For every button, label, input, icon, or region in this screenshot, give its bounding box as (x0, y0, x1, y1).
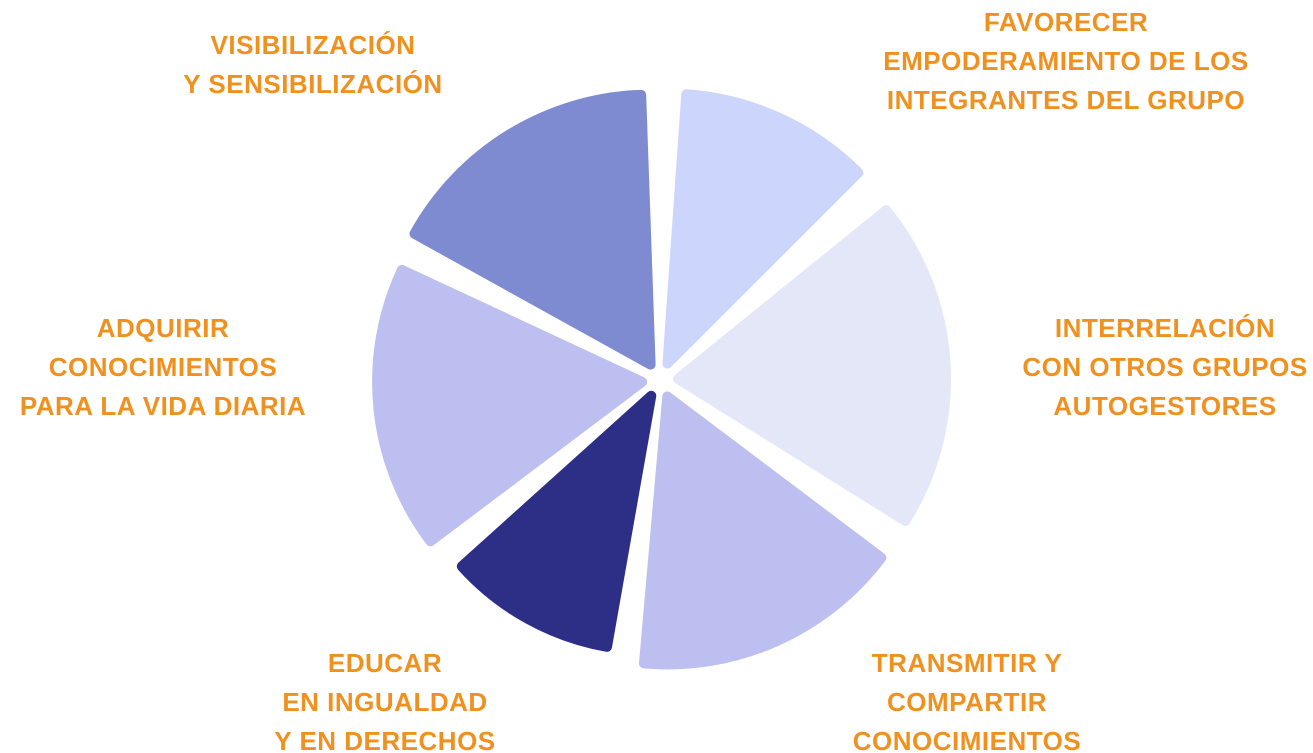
label-line: PARA LA VIDA DIARIA (20, 391, 306, 421)
segment (409, 89, 656, 370)
segment-label: ADQUIRIR CONOCIMIENTOS PARA LA VIDA DIARIA (20, 313, 306, 421)
segment-label: FAVORECER EMPODERAMIENTO DE LOS INTEGRANTE… (883, 7, 1248, 115)
label-line: Y EN DERECHOS (274, 726, 495, 753)
label-line: CONOCIMIENTOS (49, 352, 277, 382)
label-line: INTEGRANTES DEL GRUPO (887, 85, 1245, 115)
label-line: AUTOGESTORES (1053, 391, 1276, 421)
segment-label: TRANSMITIR Y COMPARTIR CONOCIMIENTOS (853, 648, 1081, 753)
segment (456, 390, 657, 652)
label-line: VISIBILIZACIÓN (211, 30, 416, 60)
label-line: Y SENSIBILIZACIÓN (183, 69, 442, 99)
segment (662, 89, 864, 369)
label-line: COMPARTIR (887, 687, 1047, 717)
label-line: CONOCIMIENTOS (853, 726, 1081, 753)
label-line: CON OTROS GRUPOS (1022, 352, 1307, 382)
label-line: EN INGUALDAD (282, 687, 487, 717)
segment (638, 391, 887, 670)
label-line: INTERRELACIÓN (1055, 313, 1275, 343)
segment (672, 205, 951, 526)
segment (372, 264, 648, 547)
label-line: EMPODERAMIENTO DE LOS (883, 46, 1248, 76)
label-line: EDUCAR (328, 648, 442, 678)
label-line: TRANSMITIR Y (872, 648, 1062, 678)
label-line: FAVORECER (984, 7, 1148, 37)
segment-label: EDUCAR EN INGUALDAD Y EN DERECHOS (274, 648, 495, 753)
segment-label: VISIBILIZACIÓN Y SENSIBILIZACIÓN (183, 30, 442, 99)
label-line: ADQUIRIR (97, 313, 230, 343)
segment-label: INTERRELACIÓN CON OTROS GRUPOS AUTOGESTORE… (1022, 313, 1307, 421)
